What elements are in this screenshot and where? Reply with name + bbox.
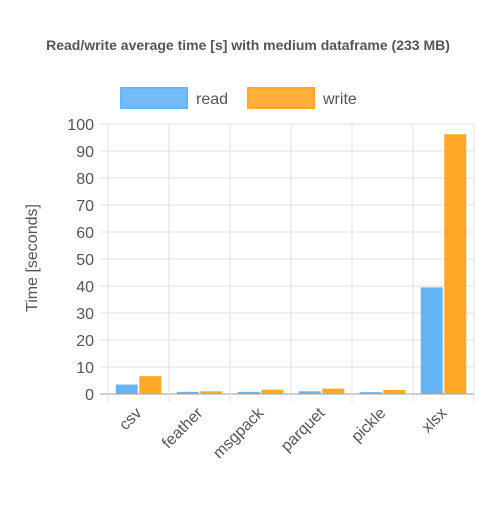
bar-write-xlsx[interactable] <box>444 134 467 394</box>
x-tick-label-parquet: parquet <box>278 404 329 455</box>
legend: read write <box>120 87 357 109</box>
bar-write-csv[interactable] <box>139 376 162 394</box>
x-tick-label-msgpack: msgpack <box>210 404 268 462</box>
y-tick-label-30: 30 <box>76 306 94 323</box>
legend-label-write: write <box>322 91 357 108</box>
legend-item-read[interactable]: read <box>120 87 228 109</box>
bar-read-csv[interactable] <box>115 384 138 394</box>
bar-write-parquet[interactable] <box>322 388 345 394</box>
y-tick-label-0: 0 <box>85 387 94 404</box>
y-tick-label-10: 10 <box>76 360 94 377</box>
chart-title: Read/write average time [s] with medium … <box>46 37 450 53</box>
bar-read-pickle[interactable] <box>359 392 382 394</box>
legend-swatch-read <box>120 87 188 109</box>
bar-read-feather[interactable] <box>176 391 199 394</box>
legend-label-read: read <box>196 91 228 108</box>
x-tick-label-feather: feather <box>159 404 207 452</box>
bar-read-xlsx[interactable] <box>420 287 443 394</box>
legend-item-write[interactable]: write <box>247 87 357 109</box>
bar-read-msgpack[interactable] <box>237 391 260 394</box>
y-tick-label-20: 20 <box>76 333 94 350</box>
bar-write-pickle[interactable] <box>383 389 406 394</box>
bars <box>115 134 467 394</box>
y-tick-label-90: 90 <box>76 144 94 161</box>
x-tick-label-pickle: pickle <box>348 405 389 446</box>
bar-read-parquet[interactable] <box>298 391 321 394</box>
y-tick-label-80: 80 <box>76 171 94 188</box>
x-tick-label-csv: csv <box>116 405 145 434</box>
legend-swatch-write <box>247 87 315 109</box>
bar-write-msgpack[interactable] <box>261 389 284 394</box>
gridlines <box>100 123 475 402</box>
y-tick-label-100: 100 <box>67 117 94 134</box>
y-tick-label-70: 70 <box>76 198 94 215</box>
y-tick-labels: 0 10 20 30 40 50 60 70 80 90 100 <box>67 117 94 404</box>
x-tick-labels: csv feather msgpack parquet pickle xlsx <box>116 404 450 462</box>
bar-write-feather[interactable] <box>200 391 223 394</box>
y-tick-label-40: 40 <box>76 279 94 296</box>
x-tick-label-xlsx: xlsx <box>419 405 451 437</box>
y-axis-label: Time [seconds] <box>24 204 41 312</box>
y-tick-label-60: 60 <box>76 225 94 242</box>
y-tick-label-50: 50 <box>76 252 94 269</box>
